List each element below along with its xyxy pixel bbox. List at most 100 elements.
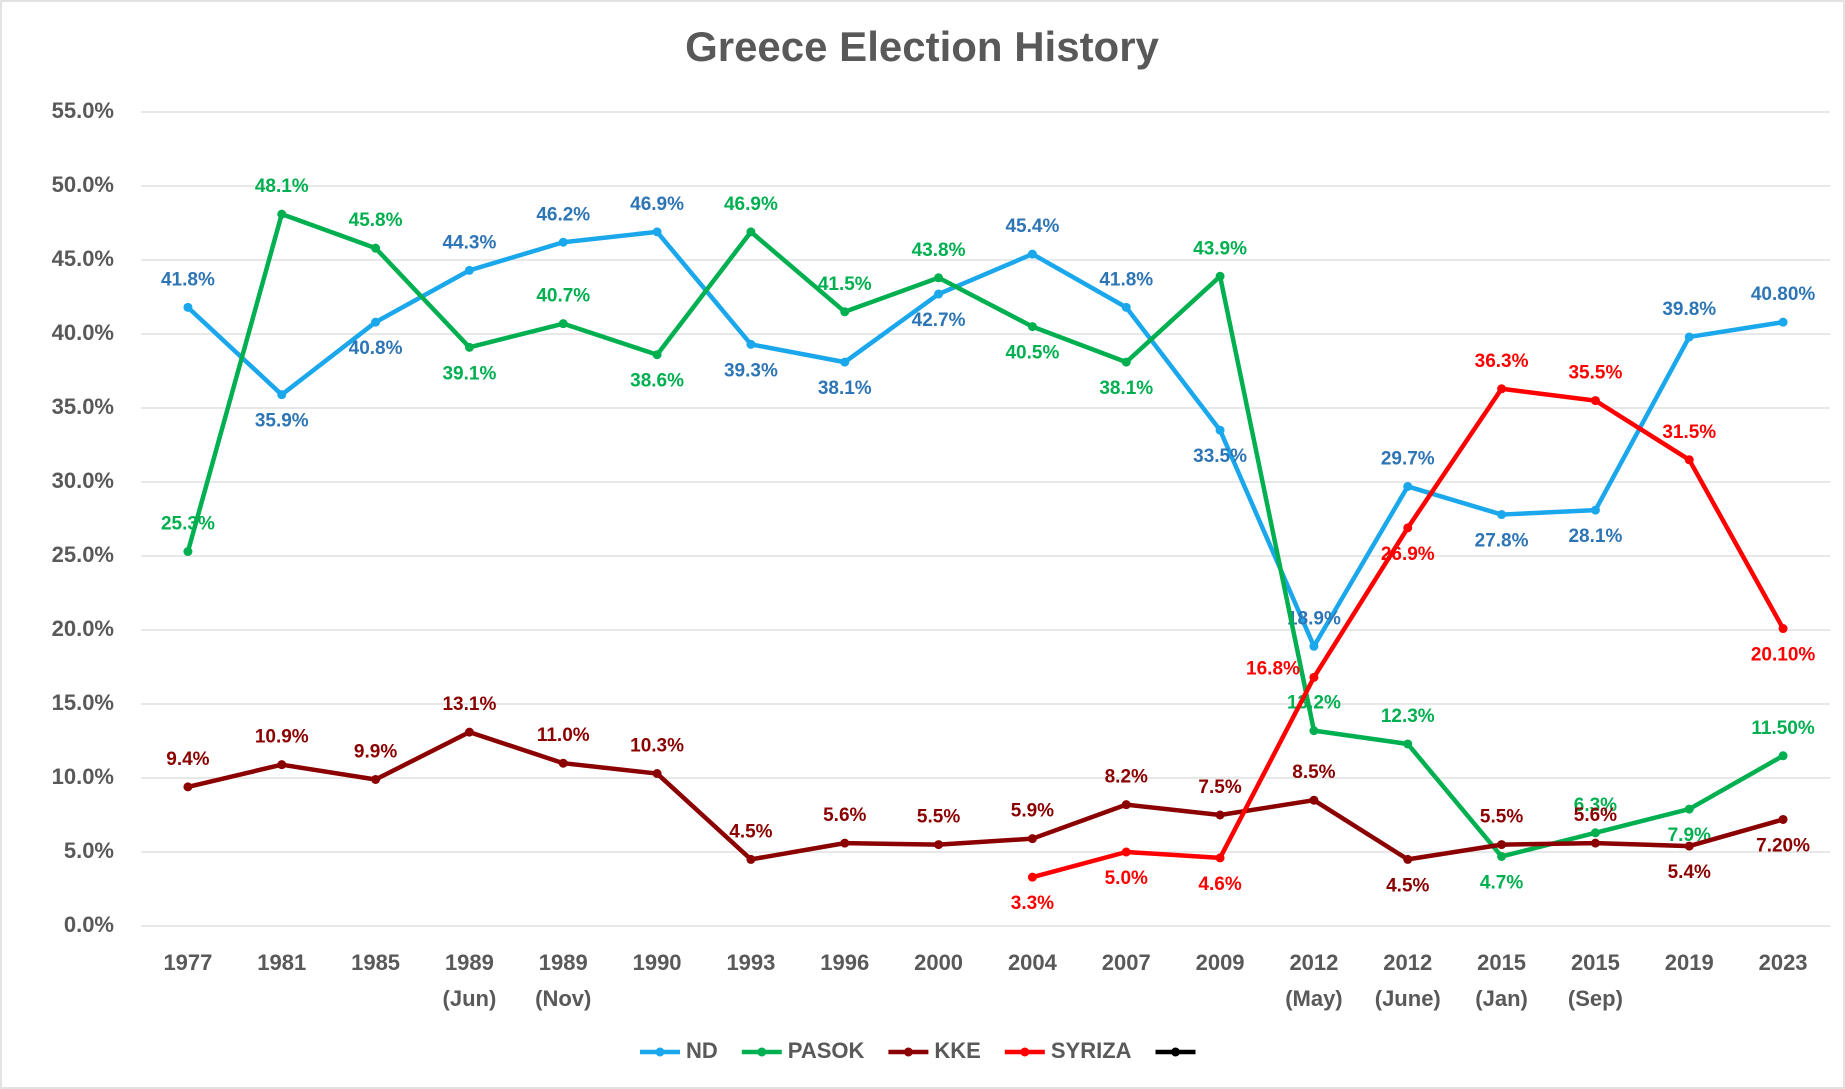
x-tick-label: (Nov) <box>535 986 591 1011</box>
point <box>1403 854 1413 864</box>
point <box>746 854 756 864</box>
point <box>746 227 756 237</box>
data-label: 4.6% <box>1198 874 1241 895</box>
point <box>1215 271 1225 281</box>
y-tick-label: 20.0% <box>52 616 114 641</box>
point <box>1590 828 1600 838</box>
data-label: 35.5% <box>1568 363 1622 384</box>
data-label: 48.1% <box>255 176 309 197</box>
x-tick-label: 2007 <box>1102 950 1151 975</box>
point <box>1027 322 1037 332</box>
data-label: 12.3% <box>1381 706 1435 727</box>
point <box>1590 505 1600 515</box>
point <box>558 237 568 247</box>
point <box>1309 641 1319 651</box>
point <box>652 227 662 237</box>
data-label: 40.8% <box>349 338 403 359</box>
data-label: 5.6% <box>823 805 866 826</box>
point <box>746 339 756 349</box>
x-tick-label: 2009 <box>1196 950 1245 975</box>
point <box>1403 523 1413 533</box>
data-label: 45.4% <box>1005 216 1059 237</box>
point <box>1309 672 1319 682</box>
y-tick-label: 15.0% <box>52 690 114 715</box>
x-tick-label: 1996 <box>820 950 869 975</box>
x-tick-label: (May) <box>1285 986 1342 1011</box>
point <box>934 840 944 850</box>
data-label: 40.5% <box>1005 343 1059 364</box>
data-label: 38.1% <box>818 378 872 399</box>
data-label: 6.3% <box>1574 795 1617 816</box>
data-label: 25.3% <box>161 514 215 535</box>
x-tick-label: 1990 <box>633 950 682 975</box>
data-label: 40.80% <box>1751 284 1816 305</box>
point <box>558 758 568 768</box>
point <box>1121 357 1131 367</box>
point <box>934 273 944 283</box>
x-tick-label: (Jan) <box>1475 986 1528 1011</box>
data-label: 7.20% <box>1756 835 1810 856</box>
data-label: 9.9% <box>354 741 397 762</box>
x-tick-label: 1993 <box>726 950 775 975</box>
data-label: 46.9% <box>724 194 778 215</box>
data-label: 5.5% <box>1480 807 1523 828</box>
point <box>371 317 381 327</box>
series-line <box>187 729 1784 862</box>
legend-label: PASOK <box>788 1038 865 1063</box>
data-label: 13.2% <box>1287 693 1341 714</box>
data-label: 29.7% <box>1381 448 1435 469</box>
point <box>183 782 193 792</box>
data-label: 43.9% <box>1193 238 1247 259</box>
data-label: 11.0% <box>537 725 590 746</box>
y-tick-label: 25.0% <box>52 542 114 567</box>
point <box>1027 834 1037 844</box>
point <box>277 760 287 770</box>
point <box>464 727 474 737</box>
point <box>1497 840 1507 850</box>
data-label: 38.6% <box>630 371 684 392</box>
y-tick-label: 55.0% <box>52 98 114 123</box>
data-label: 46.9% <box>630 194 684 215</box>
x-tick-label: 2015 <box>1571 950 1620 975</box>
point <box>1215 853 1225 863</box>
point <box>840 357 850 367</box>
point <box>1027 249 1037 259</box>
data-label: 39.1% <box>442 363 496 384</box>
legend-marker <box>903 1047 913 1057</box>
x-tick-label: (June) <box>1375 986 1441 1011</box>
data-label: 8.5% <box>1292 762 1335 783</box>
data-label: 45.8% <box>349 210 403 231</box>
data-label: 10.9% <box>255 727 309 748</box>
point <box>1778 751 1788 761</box>
x-tick-label: 2023 <box>1759 950 1808 975</box>
point <box>558 319 568 329</box>
y-tick-label: 5.0% <box>64 838 114 863</box>
point <box>183 302 193 312</box>
data-label: 41.5% <box>818 274 872 295</box>
data-label: 27.8% <box>1475 531 1529 552</box>
x-tick-label: 1985 <box>351 950 400 975</box>
data-label: 33.5% <box>1193 446 1247 467</box>
point <box>183 547 193 557</box>
point <box>1684 841 1694 851</box>
x-tick-label: 2019 <box>1665 950 1714 975</box>
data-label: 18.9% <box>1287 608 1341 629</box>
point <box>1121 302 1131 312</box>
point <box>1215 810 1225 820</box>
point <box>464 342 474 352</box>
legend-label: SYRIZA <box>1051 1038 1132 1063</box>
data-label: 5.9% <box>1011 801 1054 822</box>
x-tick-label: 2000 <box>914 950 963 975</box>
point <box>1497 510 1507 520</box>
data-label: 39.8% <box>1662 299 1716 320</box>
data-label: 11.50% <box>1751 718 1814 739</box>
data-label: 4.7% <box>1480 872 1523 893</box>
data-label: 5.5% <box>917 807 960 828</box>
x-tick-label: 2004 <box>1008 950 1058 975</box>
data-label: 40.7% <box>536 286 590 307</box>
x-tick-label: (Jun) <box>443 986 497 1011</box>
point <box>1497 384 1507 394</box>
data-label: 46.2% <box>536 204 590 225</box>
